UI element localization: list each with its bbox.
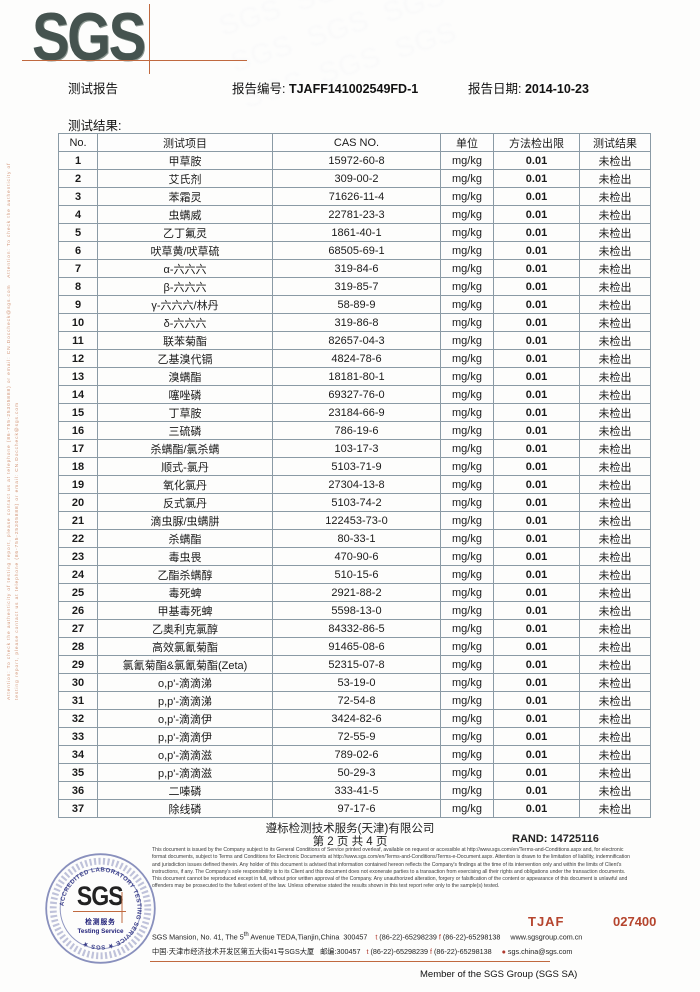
svg-text:Testing Service: Testing Service [77,928,124,935]
svg-text:检测服务: 检测服务 [85,917,116,926]
svg-text:SGS: SGS [77,881,123,911]
